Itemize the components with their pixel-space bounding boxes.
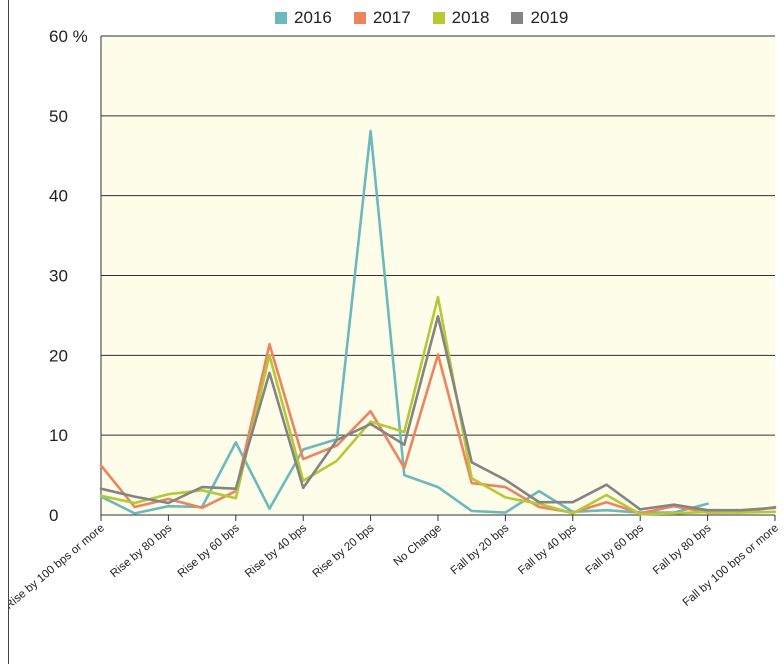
chart-frame: 0 10 20 30 40 50 60 % Rise by 100 bps or more Ri… [8, 0, 779, 664]
legend-item-2019: 2019 [511, 8, 568, 28]
x-tick-label: Rise by 100 bps or more [9, 522, 107, 612]
y-tick-label: 20 [49, 346, 68, 365]
x-tick-label: Fall by 80 bps [651, 522, 714, 577]
legend-label-2019: 2019 [530, 8, 569, 27]
y-tick-label: 30 [49, 267, 68, 286]
x-tick-label: Fall by 60 bps [584, 522, 647, 577]
x-tick-label: Fall by 20 bps [449, 522, 512, 577]
x-tick-label: Rise by 20 bps [311, 522, 377, 580]
y-tick-label: 40 [49, 187, 68, 206]
legend-item-2017: 2017 [353, 8, 411, 28]
legend-swatch-2018 [432, 12, 445, 24]
legend-label-2017: 2017 [372, 8, 411, 27]
x-tick-label: Fall by 40 bps [516, 522, 579, 577]
y-tick-label: 10 [49, 426, 68, 445]
legend-item-2018: 2018 [432, 8, 490, 28]
legend: 2016 2017 2018 2019 [275, 8, 568, 28]
y-tick-label: 0 [49, 506, 58, 525]
legend-item-2016: 2016 [275, 8, 332, 28]
legend-label-2016: 2016 [294, 8, 332, 27]
series-line-2017 [99, 342, 777, 515]
x-tick-label: Rise by 80 bps [108, 522, 174, 580]
series-line-2019 [99, 314, 777, 512]
x-tick-label: No Change [392, 522, 444, 569]
x-tick-label: Rise by 60 bps [176, 522, 242, 580]
y-tick-label: 50 [49, 107, 68, 126]
legend-swatch-2017 [353, 12, 366, 24]
legend-swatch-2016 [275, 12, 287, 24]
y-tick-label: 60 % [49, 27, 88, 46]
x-tick-label: Rise by 40 bps [243, 522, 309, 580]
legend-swatch-2019 [511, 12, 524, 24]
legend-label-2018: 2018 [451, 8, 490, 27]
series-line-2018 [99, 295, 777, 516]
